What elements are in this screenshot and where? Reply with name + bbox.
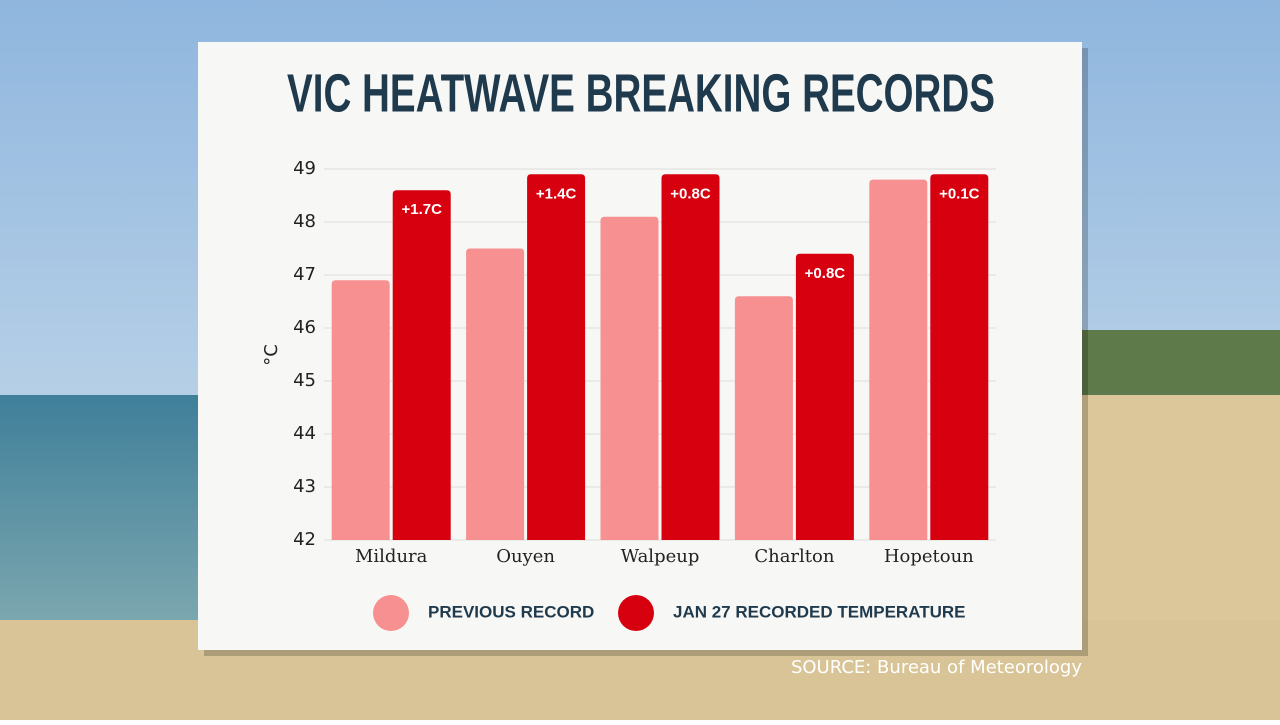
bar bbox=[661, 174, 720, 541]
legend-label: PREVIOUS RECORD bbox=[428, 602, 594, 621]
x-tick-label: Mildura bbox=[355, 546, 428, 567]
y-tick-label: 43 bbox=[293, 476, 316, 497]
y-tick-label: 45 bbox=[293, 370, 316, 391]
bar bbox=[466, 248, 525, 540]
value-label: +1.7C bbox=[401, 201, 442, 218]
value-label: +1.4C bbox=[536, 185, 577, 202]
legend-label: JAN 27 RECORDED TEMPERATURE bbox=[673, 602, 966, 621]
chart-title: VIC HEATWAVE BREAKING RECORDS bbox=[287, 63, 995, 123]
bar bbox=[600, 216, 659, 540]
legend-swatch bbox=[373, 595, 409, 631]
legend-swatch bbox=[618, 595, 654, 631]
x-tick-label: Walpeup bbox=[621, 546, 700, 567]
bar bbox=[392, 190, 451, 540]
y-tick-label: 48 bbox=[293, 211, 316, 232]
bar bbox=[869, 179, 928, 540]
y-tick-label: 44 bbox=[293, 423, 316, 444]
value-label: +0.8C bbox=[670, 185, 711, 202]
y-axis-label: °C bbox=[261, 344, 282, 366]
y-tick-label: 42 bbox=[293, 529, 316, 550]
x-tick-label: Charlton bbox=[754, 546, 835, 567]
bar bbox=[331, 280, 390, 540]
bar bbox=[527, 174, 586, 541]
y-tick-label: 46 bbox=[293, 317, 316, 338]
y-tick-label: 49 bbox=[293, 158, 316, 179]
bar bbox=[930, 174, 989, 541]
value-label: +0.8C bbox=[805, 265, 846, 282]
bar bbox=[734, 296, 793, 540]
x-tick-label: Ouyen bbox=[496, 546, 555, 567]
source: SOURCE: Bureau of Meteorology bbox=[791, 657, 1082, 678]
x-tick-label: Hopetoun bbox=[884, 546, 974, 567]
y-tick-label: 47 bbox=[293, 264, 316, 285]
value-label: +0.1C bbox=[939, 185, 980, 202]
bar bbox=[795, 253, 854, 541]
